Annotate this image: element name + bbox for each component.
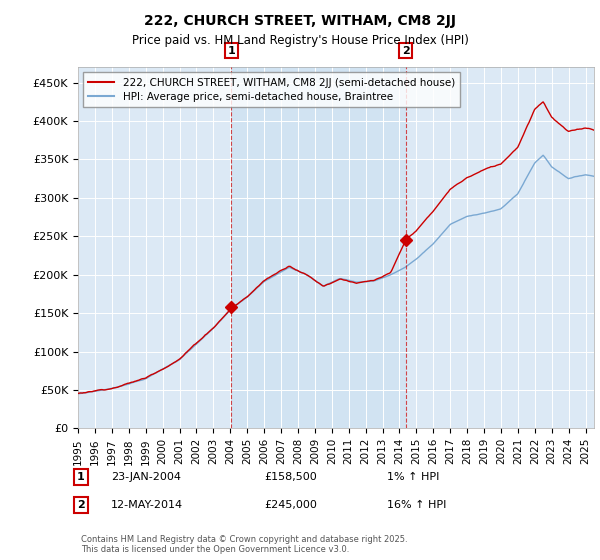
Text: 2: 2 <box>77 500 85 510</box>
Text: 1% ↑ HPI: 1% ↑ HPI <box>387 472 439 482</box>
Text: 1: 1 <box>77 472 85 482</box>
Text: 23-JAN-2004: 23-JAN-2004 <box>111 472 181 482</box>
Legend: 222, CHURCH STREET, WITHAM, CM8 2JJ (semi-detached house), HPI: Average price, s: 222, CHURCH STREET, WITHAM, CM8 2JJ (sem… <box>83 72 460 107</box>
Text: £245,000: £245,000 <box>264 500 317 510</box>
Text: 1: 1 <box>227 46 235 55</box>
Text: 12-MAY-2014: 12-MAY-2014 <box>111 500 183 510</box>
Text: 16% ↑ HPI: 16% ↑ HPI <box>387 500 446 510</box>
Text: Contains HM Land Registry data © Crown copyright and database right 2025.
This d: Contains HM Land Registry data © Crown c… <box>81 535 407 554</box>
Text: £158,500: £158,500 <box>264 472 317 482</box>
Text: 222, CHURCH STREET, WITHAM, CM8 2JJ: 222, CHURCH STREET, WITHAM, CM8 2JJ <box>144 14 456 28</box>
Text: 2: 2 <box>402 46 410 55</box>
Text: Price paid vs. HM Land Registry's House Price Index (HPI): Price paid vs. HM Land Registry's House … <box>131 34 469 46</box>
Bar <box>232 67 406 428</box>
